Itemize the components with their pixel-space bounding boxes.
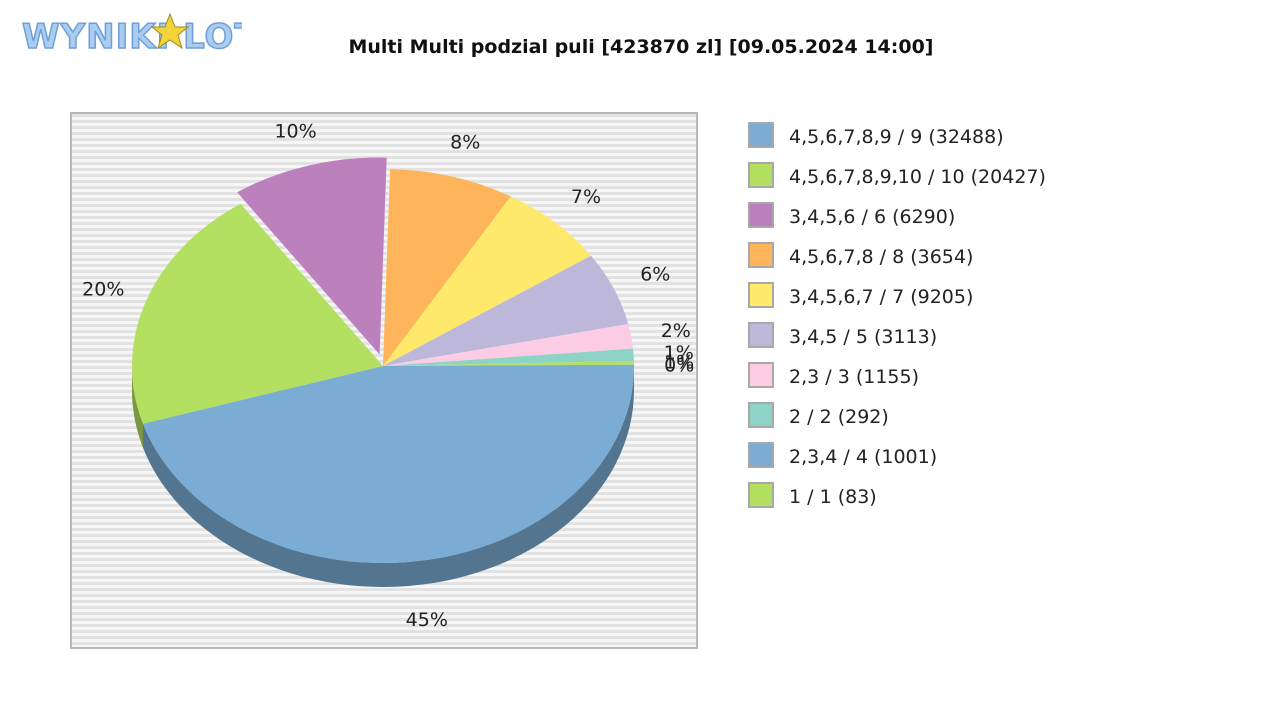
pie-pct-label: 2% [661, 320, 691, 342]
legend-label: 2,3,4 / 4 (1001) [789, 446, 938, 468]
legend-swatch [748, 282, 774, 308]
legend-label: 2 / 2 (292) [789, 406, 889, 428]
pie-slices [131, 157, 635, 564]
pie-pct-label: 1% [664, 342, 694, 364]
legend-swatch [748, 402, 774, 428]
legend-swatch [748, 442, 774, 468]
pie-slice [383, 169, 511, 366]
pie-slice [237, 157, 387, 355]
legend-swatch [748, 242, 774, 268]
pie-pct-label: 20% [82, 279, 124, 301]
pie-slice [143, 366, 634, 564]
legend-label: 4,5,6,7,8,9 / 9 (32488) [789, 126, 1004, 148]
pie-pct-label: 7% [571, 186, 601, 208]
pie-pct-label: 0% [664, 354, 694, 376]
pie-slice [383, 361, 634, 366]
chart-title: Multi Multi podzial puli [423870 zl] [09… [348, 36, 934, 58]
legend-swatch [748, 122, 774, 148]
pie-depth [132, 362, 634, 587]
pie-pct-label: 1% [664, 351, 694, 373]
legend-label: 3,4,5,6 / 6 (6290) [789, 206, 956, 228]
legend-swatch [748, 322, 774, 348]
pie-slice [383, 324, 633, 366]
legend-label: 1 / 1 (83) [789, 486, 877, 508]
legend-label: 4,5,6,7,8 / 8 (3654) [789, 246, 974, 268]
legend-swatch [748, 482, 774, 508]
pie-slice [383, 348, 634, 366]
pie-pct-label: 45% [406, 609, 448, 631]
pie-slice [383, 255, 629, 366]
pie-slice [131, 203, 383, 424]
legend-label: 3,4,5 / 5 (3113) [789, 326, 938, 348]
pie-pct-label: 10% [274, 121, 316, 143]
legend-swatch [748, 362, 774, 388]
legend-label: 2,3 / 3 (1155) [789, 366, 920, 388]
pie-slice [383, 364, 635, 366]
logo-text: WYNIKI LOTTO [22, 17, 242, 57]
star-icon [150, 12, 190, 50]
pie-labels: 45%20%10%8%7%6%2%1%1%0% [82, 121, 694, 631]
pie-slice-side [132, 362, 143, 448]
legend-label: 3,4,5,6,7 / 7 (9205) [789, 286, 974, 308]
legend-swatch [748, 202, 774, 228]
pie-slice [383, 196, 591, 366]
legend-swatch [748, 162, 774, 188]
legend-label: 4,5,6,7,8,9,10 / 10 (20427) [789, 166, 1046, 188]
pie-pct-label: 8% [450, 132, 480, 154]
wyniki-lotto-logo: WYNIKI LOTTO [21, 12, 242, 58]
pie-pct-label: 6% [640, 264, 670, 286]
